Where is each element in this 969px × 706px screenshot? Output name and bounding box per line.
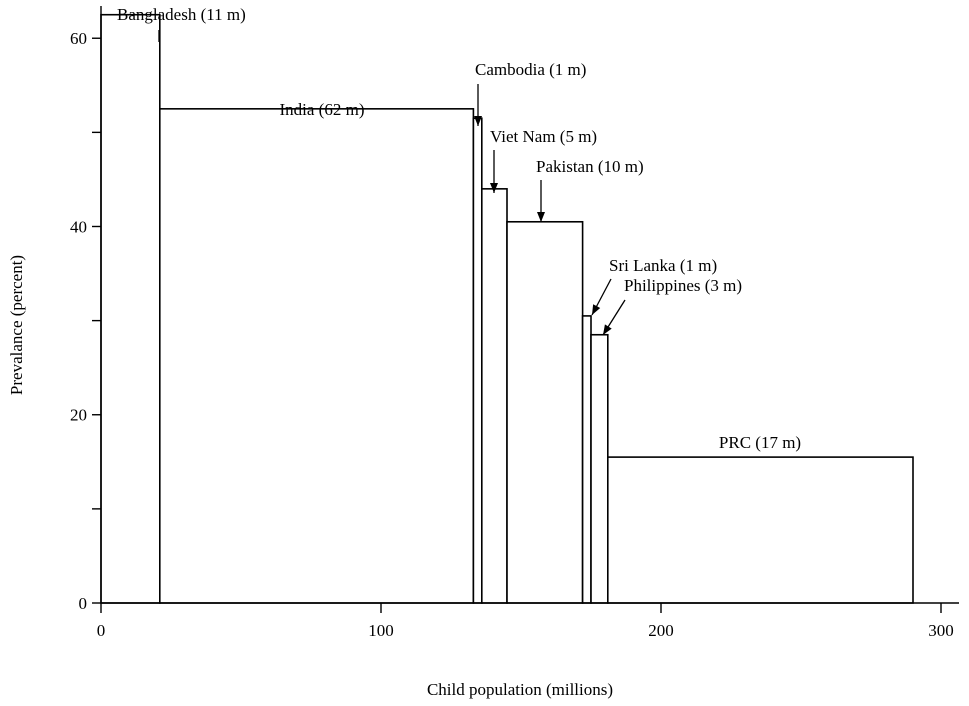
bar-label-6: Philippines (3 m) [624,276,742,295]
bar-label-7: PRC (17 m) [719,433,801,452]
bar-7 [606,456,914,604]
y-tick-label: 60 [70,29,87,48]
label-arrow-head [474,116,482,126]
y-tick-label: 0 [79,594,88,613]
x-tick-label: 200 [648,621,674,640]
label-arrow-head [603,324,612,335]
bars-layer [100,13,914,604]
label-arrow-head [490,183,498,193]
bar-label-1: India (62 m) [280,100,365,119]
x-axis-title: Child population (millions) [427,680,613,699]
bar-6 [590,333,609,604]
bar-label-4: Pakistan (10 m) [536,157,644,176]
bar-label-5: Sri Lanka (1 m) [609,256,717,275]
ticks-layer: 0 100 200 300 0 20 40 60 [70,29,954,640]
x-tick-label: 300 [928,621,954,640]
y-tick-label: 40 [70,217,87,236]
x-tick-label: 0 [97,621,106,640]
bar-0 [100,13,161,604]
label-arrow-head [592,304,601,315]
bar-5 [581,315,592,604]
axes-layer [100,6,959,604]
bar-labels-layer: Bangladesh (11 m) India (62 m) Cambodia (1… [117,5,801,452]
x-tick-label: 100 [368,621,394,640]
bar-1 [159,108,475,604]
y-tick-label: 20 [70,406,87,425]
bar-2 [472,117,483,604]
bar-label-0: Bangladesh (11 m) [117,5,246,24]
label-arrow-head [537,212,545,222]
bar-label-3: Viet Nam (5 m) [490,127,597,146]
y-axis-title: Prevalance (percent) [7,255,26,395]
bar-label-2: Cambodia (1 m) [475,60,586,79]
bar-4 [506,220,584,604]
bar-3 [480,188,508,604]
